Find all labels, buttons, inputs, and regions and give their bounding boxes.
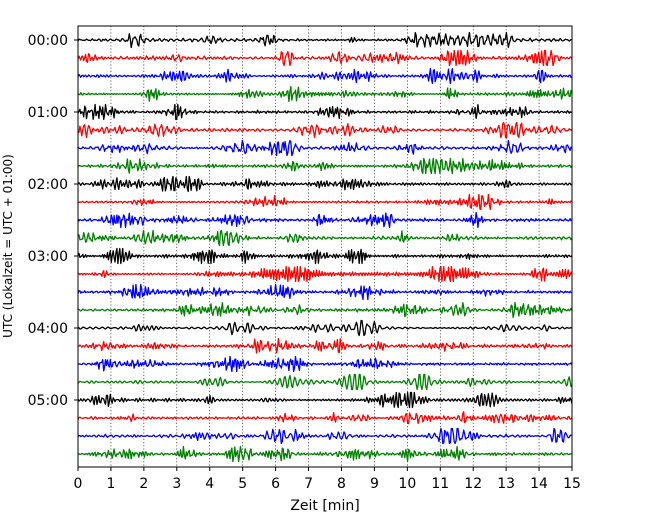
trace-line-19 [77, 373, 573, 391]
trace-line-21 [77, 411, 573, 425]
x-tick-label: 9 [370, 476, 379, 492]
x-tick-label: 8 [337, 476, 346, 492]
y-tick-label: 05:00 [28, 393, 68, 409]
trace-line-4 [77, 103, 573, 121]
trace-line-12 [77, 247, 573, 265]
x-tick-label: 0 [74, 476, 83, 492]
trace-line-1 [77, 49, 573, 67]
x-tick-label: 10 [398, 476, 416, 492]
y-tick-label: 03:00 [28, 249, 68, 265]
y-tick-label: 04:00 [28, 321, 68, 337]
trace-line-8 [77, 175, 573, 193]
x-tick-label: 15 [563, 476, 581, 492]
trace-line-13 [77, 265, 573, 283]
plot-frame [77, 25, 573, 468]
x-tick-label: 12 [464, 476, 482, 492]
x-tick-label: 13 [497, 476, 515, 492]
x-axis-label: Zeit [min] [290, 498, 359, 514]
x-tick-label: 11 [431, 476, 449, 492]
trace-line-16 [77, 319, 573, 337]
x-axis: 0 1 2 3 4 5 6 7 8 9 10 11 12 13 14 15 [74, 467, 581, 492]
x-tick-label: 6 [271, 476, 280, 492]
trace-line-7 [77, 157, 573, 175]
x-tick-label: 7 [304, 476, 313, 492]
trace-line-6 [77, 139, 573, 157]
trace-line-5 [77, 121, 573, 139]
y-tick-label: 02:00 [28, 177, 68, 193]
trace-group [77, 31, 573, 463]
y-tick-label: 00:00 [28, 33, 68, 49]
x-tick-label: 5 [238, 476, 247, 492]
y-tick-label: 01:00 [28, 105, 68, 121]
trace-line-18 [77, 355, 573, 373]
trace-line-2 [77, 67, 573, 85]
trace-line-9 [77, 193, 573, 211]
x-tick-label: 14 [530, 476, 548, 492]
x-tick-label: 4 [205, 476, 214, 492]
y-axis: 00:00 01:00 02:00 03:00 04:00 05:00 [28, 33, 78, 409]
trace-line-14 [77, 283, 573, 301]
trace-line-15 [77, 301, 573, 319]
trace-line-20 [77, 391, 573, 409]
trace-line-22 [77, 427, 573, 445]
y-axis-label: UTC (Lokalzeit = UTC + 01:00) [1, 154, 15, 338]
trace-line-0 [77, 31, 572, 49]
trace-line-3 [77, 85, 573, 103]
x-tick-label: 3 [172, 476, 181, 492]
x-tick-label: 2 [139, 476, 148, 492]
trace-line-11 [77, 229, 573, 247]
trace-line-17 [77, 337, 573, 354]
x-tick-label: 1 [106, 476, 115, 492]
trace-line-23 [77, 445, 573, 463]
trace-line-10 [77, 211, 573, 229]
